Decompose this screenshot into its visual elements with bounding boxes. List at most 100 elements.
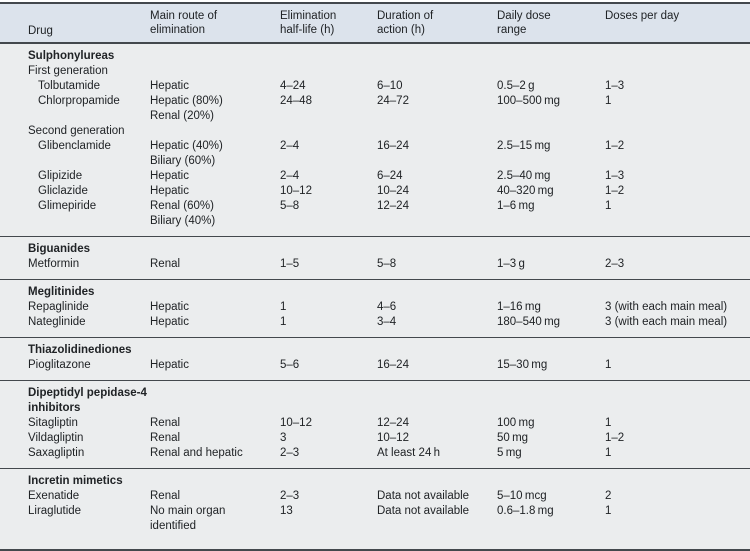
table-row: Vildagliptin Renal 3 10–12 50 mg 1–2 <box>0 431 750 446</box>
doses-cell <box>605 64 750 79</box>
duration-cell: 6–24 <box>377 170 403 182</box>
drug-cell: Glimepiride <box>38 200 97 212</box>
drug-cell: Glipizide <box>38 170 83 182</box>
route-cell: Hepatic (80%) Renal (20%) <box>150 95 223 122</box>
drug-cell: Liraglutide <box>28 505 82 517</box>
duration-cell: 6–10 <box>377 80 403 92</box>
table-row: Glimepiride Renal (60%) Biliary (40%) 5–8 1… <box>0 199 750 229</box>
table-row: Liraglutide No main organ identified 13 Dat… <box>0 504 750 534</box>
table-row: Repaglinide Hepatic 1 4–6 1–16 mg 3 (with eac… <box>0 300 750 315</box>
column-header-drug: Drug <box>28 25 53 37</box>
doses-cell: 3 (with each main meal) <box>605 316 728 328</box>
duration-cell: 12–24 <box>377 417 409 429</box>
route-cell: Hepatic <box>150 316 189 328</box>
table-row: Nateglinide Hepatic 1 3–4 180–540 mg 3 (with … <box>0 315 750 330</box>
half-life-cell: 5–6 <box>280 359 300 371</box>
half-life-cell: 2–4 <box>280 170 300 182</box>
route-cell: Renal <box>150 490 181 502</box>
doses-cell: 1–3 <box>605 170 625 182</box>
dose-cell: 100–500 mg <box>497 95 561 107</box>
section-title-row: Thiazolidinediones <box>0 343 750 358</box>
half-life-cell <box>280 124 377 139</box>
drug-cell: Saxagliptin <box>28 447 85 459</box>
dose-cell: 40–320 mg <box>497 185 554 197</box>
route-cell <box>150 124 280 139</box>
section-title: Sulphonylureas <box>28 50 115 62</box>
table-row: Gliclazide Hepatic 10–12 10–24 40–320 mg 1–2 <box>0 184 750 199</box>
doses-cell: 3 (with each main meal) <box>605 301 728 313</box>
half-life-cell: 13 <box>280 505 293 517</box>
drug-cell: Second generation <box>28 125 125 137</box>
route-cell <box>150 64 280 79</box>
generation-subheader-row: First generation <box>0 64 750 79</box>
dose-cell: 5 mg <box>497 447 522 459</box>
table-row: Chlorpropamide Hepatic (80%) Renal (20%) 2… <box>0 94 750 124</box>
route-cell: Renal (60%) Biliary (40%) <box>150 200 216 227</box>
section-title-row: Meglitinides <box>0 285 750 300</box>
table-row: Pioglitazone Hepatic 5–6 16–24 15–30 mg 1 <box>0 358 750 373</box>
generation-subheader-row: Second generation <box>0 124 750 139</box>
half-life-cell: 1–5 <box>280 258 300 270</box>
route-cell: Renal <box>150 417 181 429</box>
route-cell: Hepatic <box>150 80 189 92</box>
duration-cell <box>377 64 497 79</box>
drug-cell: Pioglitazone <box>28 359 91 371</box>
doses-cell: 2–3 <box>605 258 625 270</box>
dose-cell: 100 mg <box>497 417 535 429</box>
doses-cell: 1 <box>605 417 612 429</box>
table-header-row: Drug Main route of elimination Eliminati… <box>0 4 750 44</box>
table-row: Sitagliptin Renal 10–12 12–24 100 mg 1 <box>0 416 750 431</box>
duration-cell: 4–6 <box>377 301 397 313</box>
table-row: Exenatide Renal 2–3 Data not available 5–10 … <box>0 489 750 504</box>
duration-cell: At least 24 h <box>377 447 441 459</box>
doses-cell: 1–2 <box>605 140 625 152</box>
duration-cell: 5–8 <box>377 258 397 270</box>
half-life-cell: 2–3 <box>280 490 300 502</box>
drug-cell: Exenatide <box>28 490 80 502</box>
drug-cell: Nateglinide <box>28 316 86 328</box>
doses-cell: 1–2 <box>605 185 625 197</box>
half-life-cell: 2–4 <box>280 140 300 152</box>
drug-cell: Vildagliptin <box>28 432 84 444</box>
table-row: Metformin Renal 1–5 5–8 1–3 g 2–3 <box>0 257 750 272</box>
half-life-cell <box>280 64 377 79</box>
table-row: Saxagliptin Renal and hepatic 2–3 At least … <box>0 446 750 461</box>
drug-cell: Gliclazide <box>38 185 88 197</box>
duration-cell: 16–24 <box>377 140 409 152</box>
half-life-cell: 1 <box>280 301 287 313</box>
section-title: Dipeptidyl pepidase-4 inhibitors <box>28 387 147 414</box>
doses-cell: 1 <box>605 359 612 371</box>
dose-cell: 5–10 mcg <box>497 490 547 502</box>
duration-cell: Data not available <box>377 505 470 517</box>
duration-cell: 10–12 <box>377 432 409 444</box>
dose-cell: 2.5–15 mg <box>497 140 551 152</box>
half-life-cell: 3 <box>280 432 287 444</box>
drug-cell: First generation <box>28 65 108 77</box>
drug-cell: Metformin <box>28 258 80 270</box>
drug-cell: Glibenclamide <box>38 140 111 152</box>
column-header-elimination-route: Main route of elimination <box>150 10 218 36</box>
duration-cell <box>377 124 497 139</box>
dose-cell: 50 mg <box>497 432 529 444</box>
table-section: Thiazolidinediones Pioglitazone Hepatic 5–6… <box>0 337 750 380</box>
half-life-cell: 10–12 <box>280 185 312 197</box>
dose-cell: 180–540 mg <box>497 316 561 328</box>
route-cell: Hepatic <box>150 170 189 182</box>
doses-cell: 1 <box>605 95 612 107</box>
doses-cell: 1–3 <box>605 80 625 92</box>
drug-cell: Tolbutamide <box>38 80 101 92</box>
doses-cell: 2 <box>605 490 612 502</box>
route-cell: No main organ identified <box>150 505 226 532</box>
route-cell: Renal <box>150 432 181 444</box>
route-cell: Hepatic <box>150 185 189 197</box>
half-life-cell: 4–24 <box>280 80 306 92</box>
column-header-dose-range: Daily dose range <box>497 10 551 36</box>
dose-cell <box>497 64 605 79</box>
section-title: Thiazolidinediones <box>28 344 132 356</box>
table-section: Biguanides Metformin Renal 1–5 5–8 1–3 g 2–3 <box>0 236 750 279</box>
duration-cell: 3–4 <box>377 316 397 328</box>
section-title-row: Biguanides <box>0 242 750 257</box>
section-title-row: Sulphonylureas <box>0 49 750 64</box>
